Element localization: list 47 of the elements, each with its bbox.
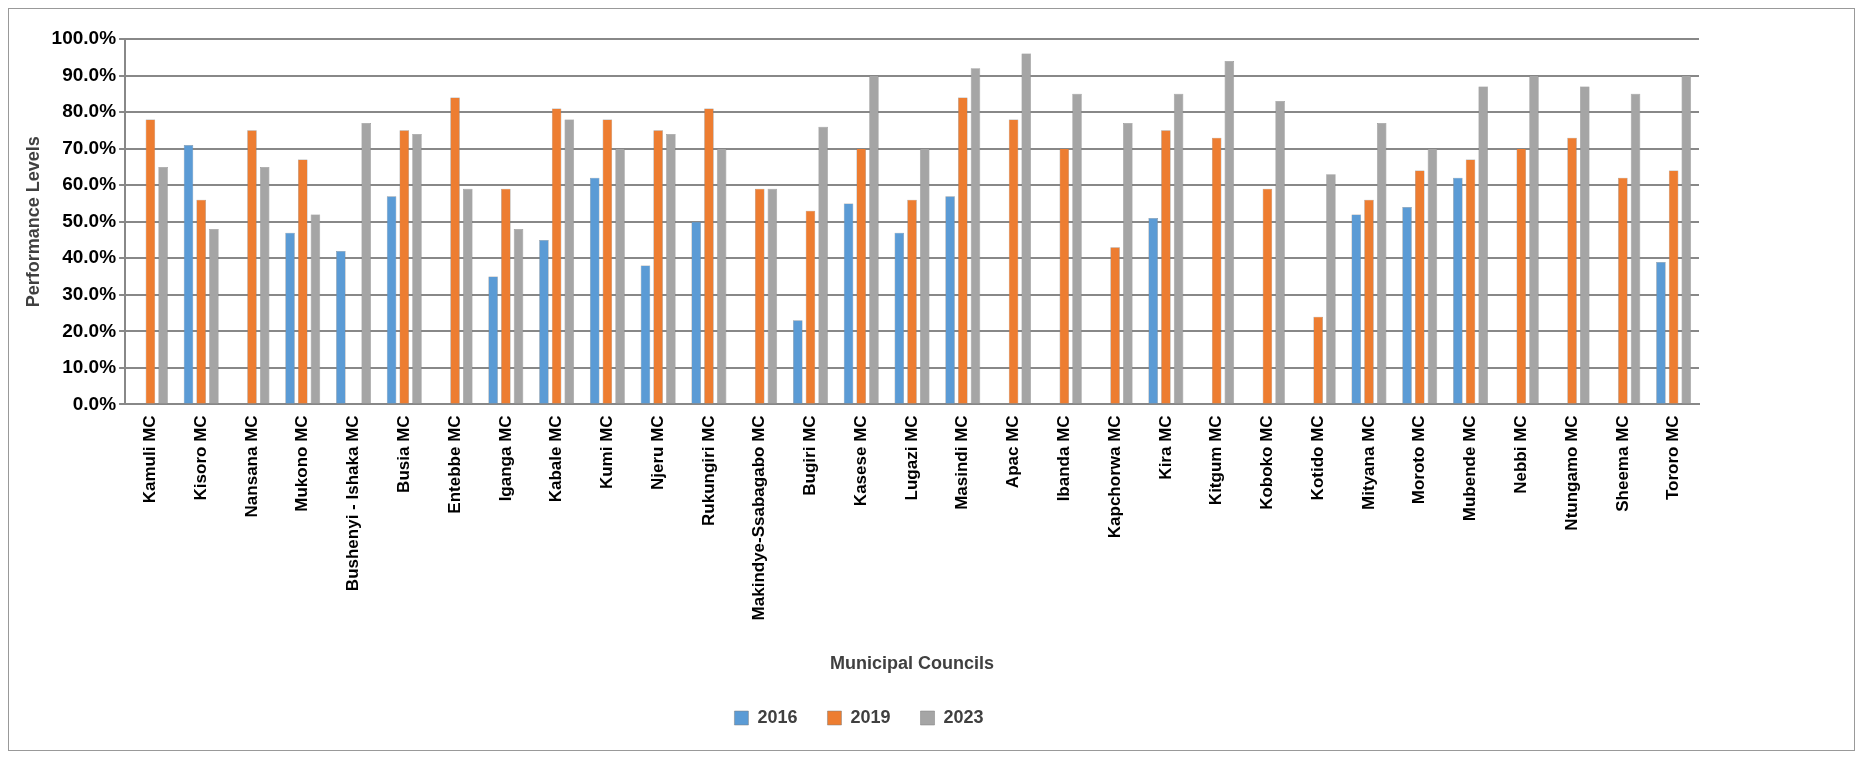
x-tick-label: Kisoro MC — [190, 415, 210, 501]
y-tick-label: 0.0% — [72, 392, 117, 414]
x-tick-label: Moroto MC — [1409, 415, 1429, 505]
x-tick-label: Ibanda MC — [1054, 415, 1074, 502]
legend-label: 2019 — [850, 706, 891, 727]
x-tick-label: Nebbi MC — [1510, 415, 1530, 494]
x-tick-label: Kitgum MC — [1206, 415, 1226, 506]
x-tick-label: Apac MC — [1003, 415, 1023, 489]
x-tick-label: Tororo MC — [1663, 415, 1683, 501]
x-tick-label: Kasese MC — [850, 415, 870, 507]
y-tick-label: 40.0% — [62, 246, 117, 268]
x-tick-label: Koboko MC — [1257, 415, 1277, 510]
x-tick-label: Kapchorwa MC — [1104, 415, 1124, 539]
x-tick-label: Kotido MC — [1307, 415, 1327, 501]
y-tick-label: 100.0% — [51, 27, 117, 49]
x-tick-label: Rukungiri MC — [698, 415, 718, 526]
x-tick-label: Masindi MC — [952, 415, 972, 510]
x-tick-label: Iganga MC — [495, 415, 515, 502]
x-tick-label: Bushenyi - Ishaka MC — [343, 415, 363, 592]
y-tick-label: 30.0% — [62, 283, 117, 305]
y-tick-label: 80.0% — [62, 100, 117, 122]
x-axis-title: Municipal Councils — [830, 653, 995, 674]
x-tick-label: Mubende MC — [1460, 415, 1480, 522]
x-tick-label: Kira MC — [1155, 415, 1175, 480]
legend-label: 2016 — [757, 706, 798, 727]
x-tick-label: Lugazi MC — [901, 415, 921, 501]
y-tick-label: 90.0% — [62, 63, 117, 85]
x-tick-label: Kumi MC — [597, 415, 617, 490]
x-tick-label: Kamuli MC — [140, 415, 160, 504]
x-tick-label: Ntungamo MC — [1561, 415, 1581, 531]
x-tick-label: Mukono MC — [292, 415, 312, 512]
y-tick-label: 70.0% — [62, 136, 117, 158]
x-tick-label: Njeru MC — [647, 415, 667, 491]
y-tick-label: 60.0% — [62, 173, 117, 195]
x-tick-label: Busia MC — [393, 415, 413, 493]
x-tick-label: Makindye-Ssabagabo MC — [749, 415, 769, 621]
y-axis-title: Performance Levels — [22, 136, 43, 308]
x-tick-label: Mityana MC — [1358, 415, 1378, 510]
y-tick-label: 10.0% — [62, 356, 117, 378]
x-tick-label: Nansana MC — [241, 415, 261, 518]
x-tick-label: Kabale MC — [546, 415, 566, 503]
x-tick-label: Sheema MC — [1612, 415, 1632, 512]
legend-label: 2023 — [943, 706, 984, 727]
x-tick-label: Bugiri MC — [800, 415, 820, 496]
y-tick-label: 50.0% — [62, 209, 117, 231]
x-tick-label: Entebbe MC — [444, 415, 464, 514]
y-tick-label: 20.0% — [62, 319, 117, 341]
